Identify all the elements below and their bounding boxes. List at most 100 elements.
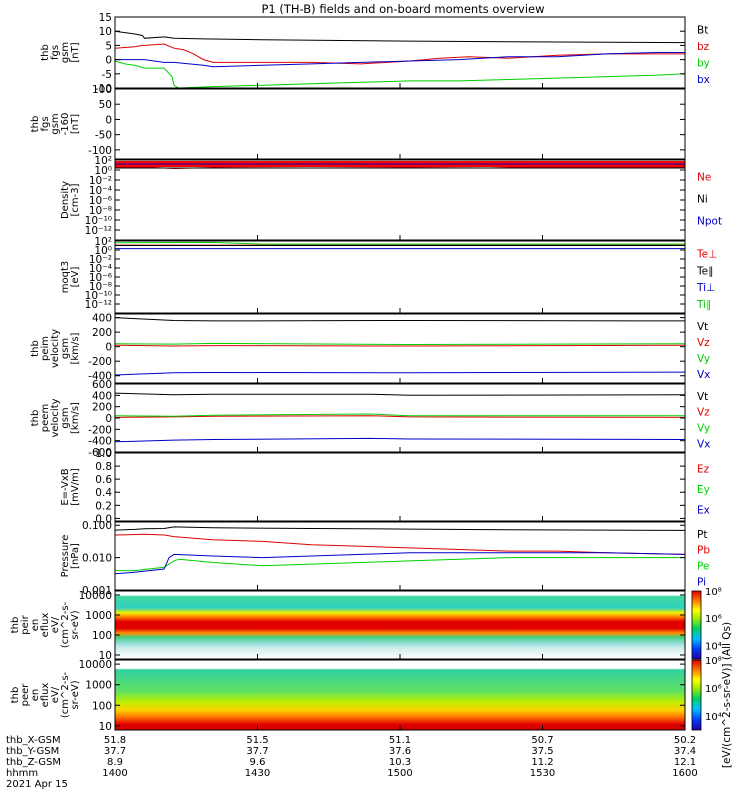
ytick-label: -200 [88,356,112,368]
ytick-label: -600 [88,447,112,459]
panel-5: 400 200 0 -200 -400 thb peim velocity gsm [km/s] V… [30,313,710,384]
ytick-label: 10⁻⁸ [89,281,112,293]
yaxis-label: E=-VxB [60,468,71,505]
ytick-label: 50 [99,99,112,111]
yaxis-label: [nT] [70,42,81,62]
yaxis-label: peem [40,404,51,432]
ytick-label: 200 [92,327,112,339]
ytick-label: 10⁻⁶ [89,272,112,284]
series-line-Vt [114,317,686,322]
ytick-label: 10² [94,236,112,248]
yaxis-label: thb [10,687,21,704]
legend-Vz: Vz [697,337,710,349]
heatmap-image [115,591,685,659]
yaxis-label: sr-eV) [70,680,81,709]
yaxis-label: fgs [40,116,51,131]
series-line-Bt [114,30,686,44]
series-line-Pb [114,533,686,555]
legend-Pi: Pi [697,576,706,588]
yaxis-label: [nPa] [70,543,81,569]
legend-Ex: Ex [697,505,710,517]
legend-Pe: Pe [697,560,709,572]
xtick-label: 51.5 [246,735,268,746]
yaxis-label: thb [40,44,51,61]
ytick-label: -10 [95,83,112,95]
xaxis-row-label: 2021 Apr 15 [6,779,68,790]
ytick-label: -200 [88,424,112,436]
panel-10: 10⁸ 10⁶ 10⁴ 10000 1000 100 10 thb peer en eflux eV/… [10,656,722,733]
ytick-label: -100 [88,145,112,157]
series-line-Vt [114,392,686,396]
panel-frame [114,521,686,591]
xtick-label: 37.7 [104,746,126,757]
ytick-label: 400 [92,390,112,402]
panel-1: 15 10 5 0 -5 -10 thb fgs gsm [nT] Bt bz by bx [40,12,710,95]
yaxis-label: (cm^2-s- [60,601,71,648]
legend-bx: bx [697,74,710,86]
ytick-label: 0.001 [82,585,112,597]
ytick-label: 0 [105,114,112,126]
yaxis-label: Pressure [60,535,71,578]
yaxis-label: gsm [60,407,71,428]
yaxis-label: gsm [60,338,71,359]
legend-Pb: Pb [697,545,710,557]
panel-frame [114,240,686,314]
yaxis-label: peer [20,683,31,707]
yaxis-label: eflux [40,683,51,708]
yaxis-label: fgs [50,45,61,60]
figure-title: P1 (TH-B) fields and on-board moments ov… [261,2,544,16]
legend-by: by [697,57,710,69]
yaxis-label: sr-eV) [70,610,81,639]
ytick-label: 10⁻² [89,175,112,187]
xtick-label: 37.4 [674,746,696,757]
yaxis-label: velocity [50,398,61,437]
legend-Ez: Ez [697,463,710,475]
series-line-Vz [114,344,686,347]
legend-Vz: Vz [697,407,710,419]
yaxis-label: thb [10,617,21,634]
xtick-label: 1530 [530,768,555,779]
yaxis-label: eV/ [50,616,61,633]
ytick-label: 10² [94,155,112,167]
yaxis-label: eflux [40,613,51,638]
xtick-label: 1430 [245,768,270,779]
xtick-label: 1400 [102,768,127,779]
series-line-Vx [114,437,686,443]
ytick-label: -5 [102,69,112,81]
ytick-label: 10000 [79,659,112,671]
series-line-Pi [114,552,686,575]
colorbar-tick-label: 10⁸ [705,656,722,667]
legend-Te⊥: Te⊥ [696,249,717,261]
xtick-label: 50.7 [531,735,553,746]
ytick-label: 10⁻⁶ [89,195,112,207]
xtick-label: 37.7 [246,746,268,757]
colorbar [691,659,702,731]
yaxis-label: gsm [50,113,61,134]
panel-2: 100 50 0 -50 -100 thb fgs gsm -160 [nT] [30,84,686,160]
colorbar-tick-label: 10⁴ [705,712,722,723]
series-line-Vy [114,342,686,346]
yaxis-label: eV/ [50,686,61,703]
legend-bz: bz [697,41,710,53]
legend-Ni: Ni [697,194,708,206]
legend-Vx: Vx [697,438,710,450]
xtick-label: 1500 [387,768,412,779]
ytick-label: -400 [88,436,112,448]
legend-Vy: Vy [697,353,710,365]
panel-frame [114,452,686,522]
ytick-label: 0.6 [95,474,112,486]
xtick-label: 12.1 [674,757,696,768]
ytick-label: 0.2 [95,500,112,512]
series-line-Vy [114,413,685,417]
ytick-label: 15 [99,12,112,24]
yaxis-label: [km/s] [70,332,81,364]
ytick-label: 0.8 [95,461,112,473]
xtick-label: 9.6 [250,757,266,768]
xtick-label: 50.2 [674,735,696,746]
colorbar [691,590,702,660]
legend-Ti⊥: Ti⊥ [696,282,715,294]
